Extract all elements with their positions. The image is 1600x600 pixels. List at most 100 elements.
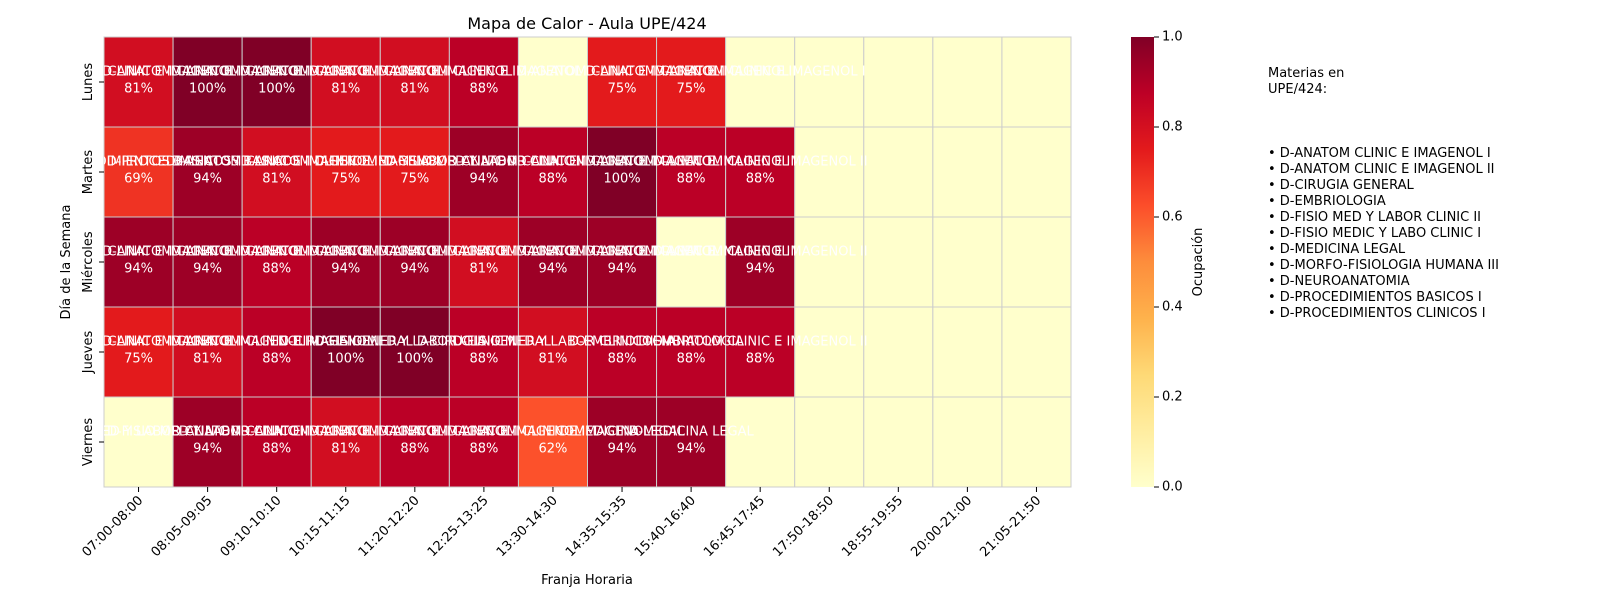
x-tick-label: 20:00-21:00 [908,493,975,560]
heatmap-cell [794,216,865,308]
heatmap-cell [863,396,934,488]
colorbar-tick-label: 0.2 [1162,390,1183,405]
y-tick-label: Viernes [81,418,96,467]
y-tick-label: Martes [81,150,96,195]
cell-subject-label: D-ANATOM CLINIC E IMAGENOL II [653,155,868,170]
heatmap-cell [1001,36,1072,128]
subject-list-item: • D-CIRUGIA GENERAL [1268,178,1414,193]
colorbar-tick-label: 0.6 [1162,210,1183,225]
cell-subject-label: D-ANATOM CLINIC E IMAGENOL I [33,65,244,80]
heatmap-cell [517,36,589,128]
cell-subject-label: D-ANATOM CLINIC E IMAGENOL I [448,425,659,440]
cell-value-label: 88% [262,352,291,367]
cell-value-label: 81% [469,262,498,277]
cell-value-label: 94% [400,262,429,277]
cell-subject-label: D-ANATOM CLINIC E IMAGENOL I [102,245,313,260]
colorbar-tick-label: 0.8 [1162,120,1183,135]
y-axis-title: Día de la Semana [59,205,74,320]
heatmap-cell [587,126,658,218]
cell-subject-label: D-ANATOM CLINIC E IMAGENOL I [171,425,382,440]
cell-subject-label: D-ANATOM CLINIC E IMAGENOL I [240,155,451,170]
subject-list-item: • D-FISIO MEDIC Y LABO CLINIC I [1268,226,1482,241]
heatmap-cell [587,306,658,398]
subject-list-item: • D-EMBRIOLOGIA [1268,194,1386,209]
cell-subject-label: D-PROCEDIMIENTOS BASICOS I [38,155,240,170]
x-tick-label: 12:25-13:25 [425,493,492,560]
cell-subject-label: D-ANATOM CLINIC E IMAGENOL I [171,245,382,260]
x-tick-label: 13:30-14:30 [494,493,561,560]
cell-subject-label: D-ANATOM CLINIC E IMAGENOL I [517,155,728,170]
cell-value-label: 100% [327,352,364,367]
cell-subject-label: D-ANATOM CLINIC E IMAGENOL II [653,245,868,260]
heatmap-cell [794,36,865,128]
cell-value-label: 81% [262,172,291,187]
cell-value-label: 88% [746,352,775,367]
cell-value-label: 81% [331,82,360,97]
heatmap-cell [103,306,174,398]
heatmap-cell [587,36,658,128]
cell-subject-label: D-EMBRIOLOGIA [638,335,744,350]
colorbar-tick-label: 0.0 [1162,480,1183,495]
heatmap-cell [725,216,796,308]
y-tick-label: Miércoles [81,231,96,293]
cell-value-label: 88% [677,172,706,187]
cell-value-label: 88% [469,442,498,457]
heatmap-cell [448,306,519,398]
cell-subject-label: D-ANATOM CLINIC E IMAGENOL I [33,245,244,260]
heatmap-cell [794,306,865,398]
colorbar [1131,37,1154,487]
cell-subject-label: D-PROCEDIMIENTOS BASICOS I [107,155,309,170]
x-tick-label: 14:35-15:35 [563,493,630,560]
heatmap-cell [103,396,174,488]
cell-value-label: 88% [608,352,637,367]
cell-value-label: 88% [262,262,291,277]
subject-list-item: • D-PROCEDIMIENTOS BASICOS I [1268,290,1482,305]
cell-subject-label: D-ANATOM CLINIC E IMAGENOL I [240,425,451,440]
x-tick-label: 09:10-10:10 [218,493,285,560]
heatmap-cell [1001,306,1072,398]
cell-value-label: 88% [469,82,498,97]
x-tick-label: 10:15-11:15 [287,493,354,560]
heatmap-cell [379,126,450,218]
x-tick-label: 18:55-19:55 [839,493,906,560]
chart-title: Mapa de Calor - Aula UPE/424 [467,14,706,33]
cell-subject-label: D-ANATOM CLINIC E IMAGENOL I [448,245,659,260]
cell-value-label: 75% [331,172,360,187]
cell-value-label: 81% [331,442,360,457]
heatmap-cell [517,216,589,308]
cell-value-label: 94% [193,172,222,187]
heatmap-cell [587,396,658,488]
cell-subject-label: D-ANATOM CLINIC E IMAGENOL I [378,425,589,440]
heatmap-cell [379,36,450,128]
cell-subject-label: D-ANATOM CLINIC E IMAGENOL II [653,335,868,350]
heatmap-cell [794,396,865,488]
x-tick-label: 07:00-08:00 [79,493,146,560]
heatmap-cells [103,36,1072,488]
cell-value-label: 88% [677,352,706,367]
cell-subject-label: D-ANATOM CLINIC E IMAGENOL I [448,155,659,170]
heatmap-cell [172,306,243,398]
cell-subject-label: D-ANATOM CLINIC E IMAGENOL I [586,65,797,80]
heatmap-cell [932,306,1003,398]
heatmap-cell [656,396,727,488]
cell-subject-label: D-MEDICINA LEGAL [559,425,685,440]
cell-value-label: 94% [677,442,706,457]
cell-subject-label: D-ANATOM CLINIC E IMAGENOL I [517,245,728,260]
heatmap-cell [794,126,865,218]
x-tick-label: 08:05-09:05 [149,493,216,560]
x-axis-title: Franja Horaria [541,573,633,588]
cell-subject-label: D-EMBRIOLOGIA [569,335,675,350]
heatmap-cell [310,216,381,308]
subjects-list: • D-ANATOM CLINIC E IMAGENOL I • D-ANATOM… [1268,146,1499,322]
cell-value-label: 81% [400,82,429,97]
cell-value-label: 81% [193,352,222,367]
colorbar-label: Ocupación [1191,228,1206,297]
subjects-heading: Materias en UPE/424: [1268,66,1345,97]
heatmap-cell [103,216,174,308]
heatmap-cell [1001,126,1072,218]
cell-subject-label: D-FISIO MED Y LABOR CLINIC II [107,425,308,440]
heatmap-cell [863,216,934,308]
x-axis-ticks: 07:00-08:00 08:05-09:05 09:10-10:10 10:15-1… [79,487,1044,560]
cell-value-label: 94% [193,262,222,277]
cell-value-label: 88% [400,442,429,457]
